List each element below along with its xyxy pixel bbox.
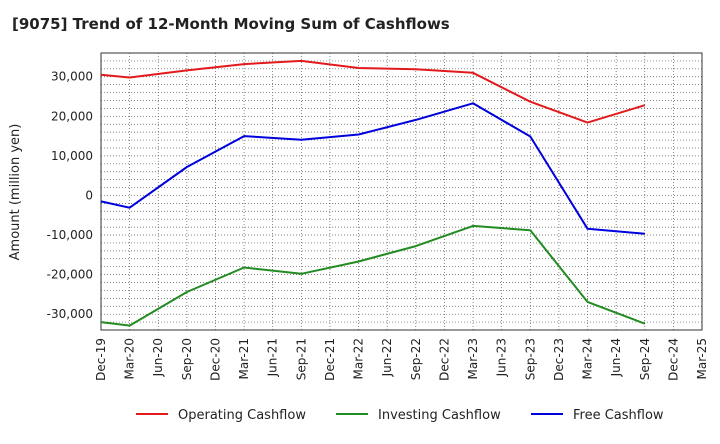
y-axis-ticks: 30,000 20,000 10,000 0 -10,000 -20,000 -30,000 (47, 70, 93, 321)
x-tick-label: Mar-24 (581, 338, 595, 379)
legend-label: Investing Cashflow (378, 408, 501, 423)
y-tick-label: 0 (85, 188, 93, 202)
x-tick-label: Dec-19 (94, 338, 108, 381)
series-line-operating-cashflow (100, 59, 646, 124)
x-tick-label: Mar-22 (352, 338, 366, 379)
legend-label: Free Cashflow (573, 408, 664, 423)
x-tick-label: Jun-24 (609, 338, 623, 377)
series-line-free-cashflow (100, 102, 645, 235)
legend-label: Operating Cashflow (178, 408, 306, 423)
y-tick-label: 30,000 (51, 70, 93, 84)
x-tick-label: Dec-24 (666, 338, 680, 381)
y-tick-label: -30,000 (47, 307, 93, 321)
y-tick-label: 10,000 (51, 149, 93, 163)
y-tick-label: -20,000 (47, 268, 93, 282)
x-tick-label: Dec-21 (323, 338, 337, 381)
x-tick-label: Sep-20 (180, 338, 194, 380)
x-tick-label: Dec-22 (437, 338, 451, 381)
chart-title: [9075] Trend of 12-Month Moving Sum of C… (12, 15, 450, 33)
x-tick-label: Dec-23 (552, 338, 566, 381)
grid (100, 53, 703, 330)
x-tick-label: Mar-20 (123, 338, 137, 379)
legend: Operating Cashflow Investing Cashflow Free… (136, 408, 664, 423)
y-axis-label: Amount (million yen) (8, 124, 23, 261)
x-tick-label: Jun-20 (151, 338, 165, 377)
x-tick-label: Jun-23 (495, 338, 509, 377)
x-tick-label: Jun-21 (266, 338, 280, 377)
series-line-investing-cashflow (100, 224, 646, 327)
x-axis-ticks: Dec-19 Mar-20 Jun-20 Sep-20 Dec-20 Mar-21 Jun-… (94, 338, 709, 381)
x-tick-label: Mar-21 (237, 338, 251, 379)
plot-frame (100, 52, 703, 331)
x-tick-label: Sep-21 (294, 338, 308, 380)
x-tick-label: Sep-22 (409, 338, 423, 380)
x-tick-label: Mar-25 (695, 338, 709, 379)
series-lines (100, 59, 646, 327)
x-tick-label: Dec-20 (208, 338, 222, 381)
y-tick-label: -10,000 (47, 228, 93, 242)
x-tick-label: Mar-23 (466, 338, 480, 379)
x-tick-label: Sep-23 (523, 338, 537, 380)
y-tick-label: 20,000 (51, 109, 93, 123)
x-tick-label: Jun-22 (380, 338, 394, 377)
x-tick-label: Sep-24 (638, 338, 652, 380)
